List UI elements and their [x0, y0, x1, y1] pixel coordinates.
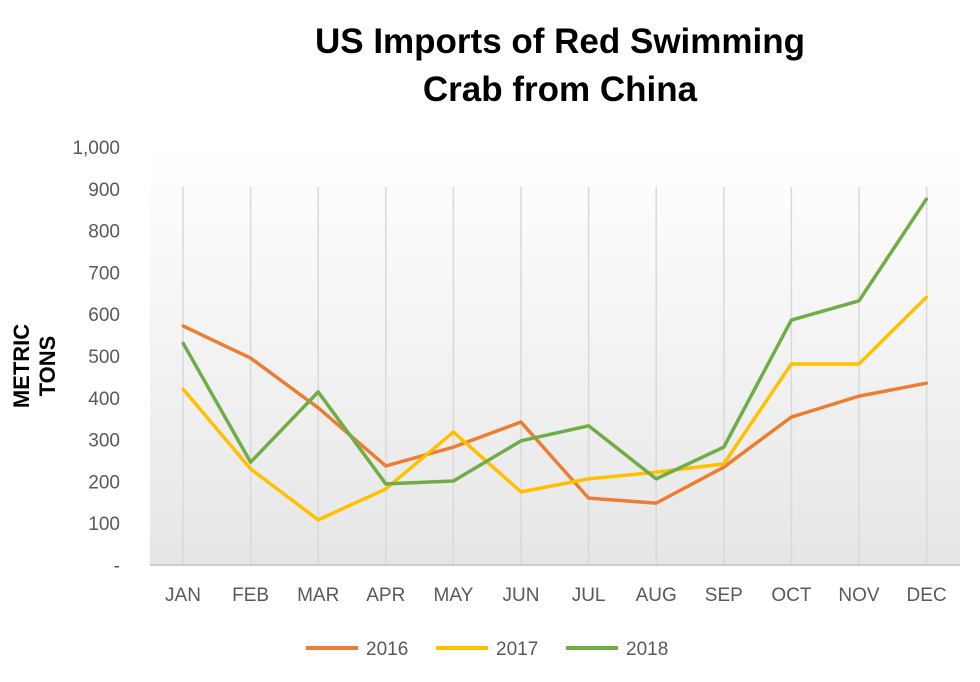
legend-label-2017: 2017 [496, 639, 538, 660]
data-point-2016 [722, 465, 726, 469]
y-tick-label: 300 [88, 431, 120, 452]
data-point-2016 [384, 464, 388, 468]
data-point-2016 [316, 406, 320, 410]
y-tick-label: 1,000 [72, 138, 120, 159]
x-tick-label: JUN [503, 585, 540, 606]
chart-title: US Imports of Red Swimming Crab from Chi… [0, 18, 980, 114]
plot-area [150, 147, 960, 565]
y-tick-label: 200 [88, 472, 120, 493]
data-point-2017 [249, 467, 253, 471]
x-tick-label: MAR [297, 585, 339, 606]
x-tick-label: OCT [771, 585, 812, 606]
y-tick-label: 900 [88, 180, 120, 201]
series-line-2017 [181, 295, 928, 522]
data-point-2017 [654, 470, 658, 474]
data-point-2017 [925, 295, 929, 299]
data-point-2018 [181, 341, 185, 345]
data-point-2016 [587, 496, 591, 500]
x-tick-label: DEC [907, 585, 947, 606]
x-tick-label: APR [366, 585, 405, 606]
data-point-2017 [316, 518, 320, 522]
data-point-2017 [857, 362, 861, 366]
legend-label-2018: 2018 [626, 639, 668, 660]
data-point-2016 [789, 415, 793, 419]
data-point-2016 [249, 356, 253, 360]
data-point-2018 [451, 479, 455, 483]
x-tick-label: JAN [165, 585, 201, 606]
data-point-2017 [722, 462, 726, 466]
data-point-2016 [519, 420, 523, 424]
data-point-2017 [587, 477, 591, 481]
data-point-2018 [654, 477, 658, 481]
y-tick-label: - [114, 556, 120, 577]
x-tick-label: SEP [705, 585, 743, 606]
data-point-2018 [587, 424, 591, 428]
data-point-2018 [384, 482, 388, 486]
data-point-2018 [925, 197, 929, 201]
data-point-2016 [181, 324, 185, 328]
data-point-2017 [181, 387, 185, 391]
data-point-2016 [925, 381, 929, 385]
chart-title-line-2: Crab from China [422, 70, 698, 109]
series-line-2018 [181, 197, 929, 486]
y-tick-label: 600 [88, 305, 120, 326]
data-point-2018 [789, 318, 793, 322]
legend-label-2016: 2016 [366, 639, 408, 660]
data-point-2018 [249, 460, 253, 464]
data-point-2016 [654, 501, 658, 505]
x-tick-label: NOV [838, 585, 880, 606]
y-tick-label: 800 [88, 222, 120, 243]
data-point-2016 [451, 445, 455, 449]
data-point-2016 [857, 394, 861, 398]
chart-title-line-1: US Imports of Red Swimming [314, 22, 806, 61]
data-point-2017 [384, 487, 388, 491]
data-point-2018 [519, 439, 523, 443]
y-tick-label: 500 [88, 347, 120, 368]
y-tick-label: 700 [88, 263, 120, 284]
y-tick-label: 400 [88, 389, 120, 410]
data-point-2017 [519, 490, 523, 494]
x-tick-label: AUG [636, 585, 677, 606]
x-tick-label: JUL [572, 585, 606, 606]
x-tick-label: MAY [434, 585, 474, 606]
y-tick-label: 100 [88, 514, 120, 535]
data-point-2017 [789, 362, 793, 366]
data-point-2018 [722, 445, 726, 449]
data-point-2018 [316, 390, 320, 394]
data-point-2018 [857, 299, 861, 303]
x-tick-label: FEB [232, 585, 269, 606]
data-point-2017 [451, 430, 455, 434]
series-line-2016 [182, 324, 927, 505]
